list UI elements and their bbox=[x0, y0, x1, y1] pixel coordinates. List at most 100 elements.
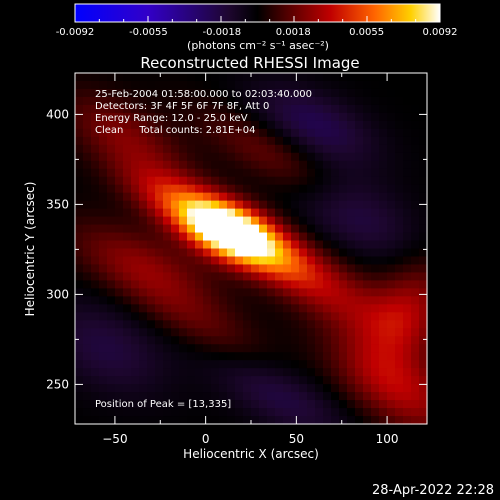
heatmap-cell bbox=[371, 240, 380, 250]
heatmap-cell bbox=[339, 304, 348, 313]
heatmap-cell bbox=[107, 152, 116, 162]
heatmap-cell bbox=[235, 264, 244, 274]
heatmap-cell bbox=[203, 184, 212, 194]
heatmap-cell bbox=[99, 376, 108, 385]
heatmap-cell bbox=[331, 304, 340, 313]
heatmap-cell bbox=[419, 176, 428, 186]
heatmap-cell bbox=[403, 360, 412, 369]
heatmap-cell bbox=[371, 224, 380, 234]
heatmap-cell bbox=[259, 144, 268, 154]
heatmap-cell bbox=[139, 128, 148, 138]
heatmap-cell bbox=[123, 368, 132, 377]
heatmap-cell bbox=[275, 152, 284, 162]
heatmap-cell bbox=[251, 400, 260, 409]
heatmap-cell bbox=[387, 280, 396, 289]
heatmap-cell bbox=[299, 352, 308, 361]
heatmap-cell bbox=[131, 304, 140, 313]
heatmap-cell bbox=[91, 256, 100, 266]
heatmap-cell bbox=[211, 232, 220, 242]
heatmap-cell bbox=[75, 224, 84, 234]
heatmap-cell bbox=[347, 128, 356, 138]
heatmap-cell bbox=[323, 168, 332, 178]
heatmap-cell bbox=[395, 200, 404, 210]
heatmap-cell bbox=[403, 328, 412, 337]
heatmap-cell bbox=[315, 328, 324, 337]
heatmap-cell bbox=[99, 240, 108, 250]
heatmap-cell bbox=[251, 408, 260, 417]
heatmap-cell bbox=[235, 416, 244, 425]
heatmap-cell bbox=[155, 320, 164, 329]
heatmap-cell bbox=[363, 144, 372, 154]
heatmap-cell bbox=[283, 320, 292, 329]
heatmap-cell bbox=[387, 224, 396, 234]
heatmap-cell bbox=[155, 336, 164, 345]
heatmap-cell bbox=[307, 200, 316, 210]
heatmap-cell bbox=[363, 200, 372, 210]
heatmap-cell bbox=[187, 256, 196, 266]
heatmap-cell bbox=[299, 240, 308, 250]
heatmap-cell bbox=[267, 128, 276, 138]
heatmap-cell bbox=[307, 160, 316, 170]
heatmap-cell bbox=[75, 360, 84, 369]
heatmap-cell bbox=[371, 384, 380, 393]
heatmap-cell bbox=[139, 160, 148, 170]
y-tick-label: 250 bbox=[46, 377, 69, 391]
heatmap-cell bbox=[171, 312, 180, 321]
heatmap-cell bbox=[195, 144, 204, 154]
heatmap-cell bbox=[323, 368, 332, 377]
heatmap-cell bbox=[403, 416, 412, 425]
heatmap-cell bbox=[411, 304, 420, 313]
heatmap-cell bbox=[275, 200, 284, 210]
heatmap-cell bbox=[291, 248, 300, 258]
heatmap-cell bbox=[187, 280, 196, 289]
heatmap-cell bbox=[323, 208, 332, 218]
heatmap-cell bbox=[115, 73, 124, 82]
colorbar: -0.0092 -0.0055 -0.0018 0.0018 0.0055 0.0092 … bbox=[56, 3, 458, 52]
heatmap-cell bbox=[123, 112, 132, 122]
heatmap-cell bbox=[115, 368, 124, 377]
heatmap-cell bbox=[315, 296, 324, 305]
heatmap-cell bbox=[307, 192, 316, 202]
heatmap-cell bbox=[211, 272, 220, 282]
heatmap-cell bbox=[75, 96, 84, 106]
heatmap-cell bbox=[91, 88, 100, 98]
heatmap-cell bbox=[419, 80, 428, 90]
heatmap-cell bbox=[387, 160, 396, 170]
heatmap-cell bbox=[411, 336, 420, 345]
heatmap-cell bbox=[203, 336, 212, 345]
heatmap-cell bbox=[171, 73, 180, 82]
heatmap-cell bbox=[339, 360, 348, 369]
heatmap-cell bbox=[275, 272, 284, 282]
heatmap-cell bbox=[115, 304, 124, 313]
heatmap-cell bbox=[179, 400, 188, 409]
heatmap-cell bbox=[83, 112, 92, 122]
heatmap-cell bbox=[179, 336, 188, 345]
heatmap-cell bbox=[211, 73, 220, 82]
heatmap-cell bbox=[195, 344, 204, 353]
heatmap-cell bbox=[211, 200, 220, 210]
heatmap-cell bbox=[203, 208, 212, 218]
heatmap-cell bbox=[131, 192, 140, 202]
heatmap-cell bbox=[419, 240, 428, 250]
heatmap-cell bbox=[307, 376, 316, 385]
heatmap-cell bbox=[339, 240, 348, 250]
heatmap-cell bbox=[323, 160, 332, 170]
heatmap-cell bbox=[419, 328, 428, 337]
heatmap-cell bbox=[139, 304, 148, 313]
heatmap-cell bbox=[163, 296, 172, 305]
heatmap-cell bbox=[379, 272, 388, 282]
heatmap-cell bbox=[163, 200, 172, 210]
heatmap-cell bbox=[275, 288, 284, 297]
heatmap-cell bbox=[83, 96, 92, 106]
heatmap-cell bbox=[307, 336, 316, 345]
heatmap-cell bbox=[355, 328, 364, 337]
heatmap-cell bbox=[347, 200, 356, 210]
heatmap-cell bbox=[203, 360, 212, 369]
heatmap-cell bbox=[363, 304, 372, 313]
heatmap-cell bbox=[251, 328, 260, 337]
heatmap-cell bbox=[91, 240, 100, 250]
heatmap-cell bbox=[219, 336, 228, 345]
heatmap-cell bbox=[315, 312, 324, 321]
heatmap-cell bbox=[275, 80, 284, 90]
heatmap-cell bbox=[299, 73, 308, 82]
